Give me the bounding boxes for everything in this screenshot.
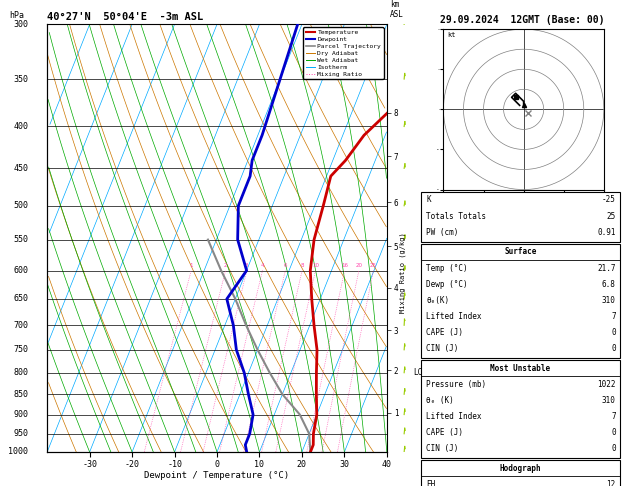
Text: 25: 25 [606, 211, 616, 221]
Text: 900: 900 [13, 410, 28, 419]
Text: 8: 8 [301, 263, 304, 268]
Text: Surface: Surface [504, 247, 537, 257]
Text: 700: 700 [13, 321, 28, 330]
Text: 300: 300 [13, 20, 28, 29]
Text: hPa: hPa [9, 11, 24, 20]
Text: © weatheronline.co.uk: © weatheronline.co.uk [474, 474, 564, 480]
Text: 3: 3 [245, 263, 248, 268]
Text: Temp (°C): Temp (°C) [426, 263, 468, 273]
Text: 0: 0 [611, 344, 616, 353]
Text: 7: 7 [611, 312, 616, 321]
Text: CAPE (J): CAPE (J) [426, 328, 464, 337]
Text: Totals Totals: Totals Totals [426, 211, 487, 221]
Text: 950: 950 [13, 429, 28, 438]
Legend: Temperature, Dewpoint, Parcel Trajectory, Dry Adiabat, Wet Adiabat, Isotherm, Mi: Temperature, Dewpoint, Parcel Trajectory… [303, 27, 384, 79]
Text: kt: kt [447, 32, 456, 38]
Text: EH: EH [426, 480, 436, 486]
Text: 1000: 1000 [9, 448, 28, 456]
Text: Lifted Index: Lifted Index [426, 312, 482, 321]
Text: PW (cm): PW (cm) [426, 227, 459, 237]
Text: 21.7: 21.7 [598, 263, 616, 273]
Text: 1022: 1022 [598, 380, 616, 389]
Text: 0: 0 [611, 428, 616, 437]
Text: 10: 10 [312, 263, 319, 268]
Text: 1: 1 [189, 263, 193, 268]
Text: Dewp (°C): Dewp (°C) [426, 279, 468, 289]
Text: 310: 310 [602, 295, 616, 305]
Text: 550: 550 [13, 235, 28, 244]
Text: Hodograph: Hodograph [499, 464, 542, 473]
Text: 29.09.2024  12GMT (Base: 00): 29.09.2024 12GMT (Base: 00) [440, 15, 604, 25]
Text: 20: 20 [355, 263, 362, 268]
Text: Lifted Index: Lifted Index [426, 412, 482, 421]
Text: 7: 7 [611, 412, 616, 421]
Text: 350: 350 [13, 74, 28, 84]
Text: CAPE (J): CAPE (J) [426, 428, 464, 437]
Text: 0.91: 0.91 [598, 227, 616, 237]
Text: 4: 4 [261, 263, 264, 268]
Text: 600: 600 [13, 266, 28, 275]
Text: 850: 850 [13, 390, 28, 399]
Text: 310: 310 [602, 396, 616, 405]
Text: 6: 6 [284, 263, 287, 268]
Text: 400: 400 [13, 122, 28, 131]
Text: K: K [426, 195, 431, 205]
Text: θₑ(K): θₑ(K) [426, 295, 450, 305]
Text: CIN (J): CIN (J) [426, 344, 459, 353]
Text: CIN (J): CIN (J) [426, 444, 459, 453]
Text: 450: 450 [13, 164, 28, 173]
Text: Most Unstable: Most Unstable [491, 364, 550, 373]
Text: 800: 800 [13, 368, 28, 377]
Text: 750: 750 [13, 345, 28, 354]
Text: 6.8: 6.8 [602, 279, 616, 289]
Text: 2: 2 [224, 263, 227, 268]
Text: 0: 0 [611, 444, 616, 453]
Text: θₑ (K): θₑ (K) [426, 396, 454, 405]
Text: 650: 650 [13, 295, 28, 303]
Text: 16: 16 [341, 263, 348, 268]
Text: 0: 0 [611, 328, 616, 337]
Text: Pressure (mb): Pressure (mb) [426, 380, 487, 389]
Text: 12: 12 [606, 480, 616, 486]
X-axis label: Dewpoint / Temperature (°C): Dewpoint / Temperature (°C) [145, 471, 289, 480]
Text: 40°27'N  50°04'E  -3m ASL: 40°27'N 50°04'E -3m ASL [47, 12, 203, 22]
Text: LCL: LCL [413, 368, 427, 378]
Text: Mixing Ratio (g/kg): Mixing Ratio (g/kg) [399, 232, 406, 312]
Text: km
ASL: km ASL [390, 0, 404, 19]
Text: 500: 500 [13, 201, 28, 210]
Text: 25: 25 [370, 263, 377, 268]
Text: -25: -25 [602, 195, 616, 205]
